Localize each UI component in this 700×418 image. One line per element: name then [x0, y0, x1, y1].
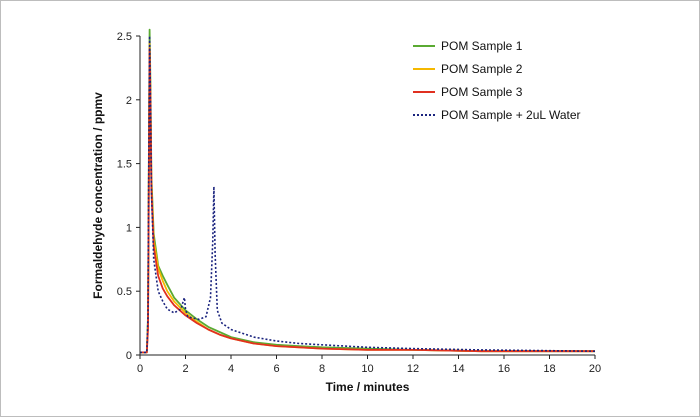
- x-tick-label: 8: [319, 363, 325, 375]
- x-tick-label: 16: [498, 363, 510, 375]
- axes-layer: [139, 36, 595, 356]
- y-tick-label: 0: [126, 350, 132, 362]
- series-line-1: [140, 28, 595, 354]
- y-tick-label: 2.5: [117, 31, 132, 43]
- x-tick-label: 4: [228, 363, 234, 375]
- series-line-3: [140, 47, 595, 354]
- x-tick-label: 20: [589, 363, 601, 375]
- y-tick-label: 2: [126, 95, 132, 107]
- legend-label: POM Sample + 2uL Water: [441, 108, 581, 122]
- legend-label: POM Sample 2: [441, 62, 523, 76]
- y-tick-label: 1: [126, 222, 132, 234]
- legend-label: POM Sample 1: [441, 39, 523, 53]
- x-tick-label: 14: [452, 363, 464, 375]
- y-tick-label: 1.5: [117, 159, 132, 171]
- ticks-layer: 0 2 4 6 8 10 12 14 16 18 20 0 0.5 1 1.5 2 2.5: [117, 31, 601, 375]
- x-axis-title: Time / minutes: [326, 380, 410, 394]
- legend: POM Sample 1 POM Sample 2 POM Sample 3 POM …: [413, 39, 581, 122]
- x-tick-label: 18: [543, 363, 555, 375]
- legend-label: POM Sample 3: [441, 85, 523, 99]
- x-tick-label: 0: [137, 363, 143, 375]
- y-axis-title: Formaldehyde concentration / ppmv: [91, 92, 105, 299]
- series-line-4: [140, 35, 596, 354]
- series-layer: [140, 28, 596, 354]
- x-tick-label: 6: [273, 363, 279, 375]
- x-tick-label: 10: [361, 363, 373, 375]
- y-tick-label: 0.5: [117, 286, 132, 298]
- x-tick-label: 12: [407, 363, 419, 375]
- x-tick-label: 2: [182, 363, 188, 375]
